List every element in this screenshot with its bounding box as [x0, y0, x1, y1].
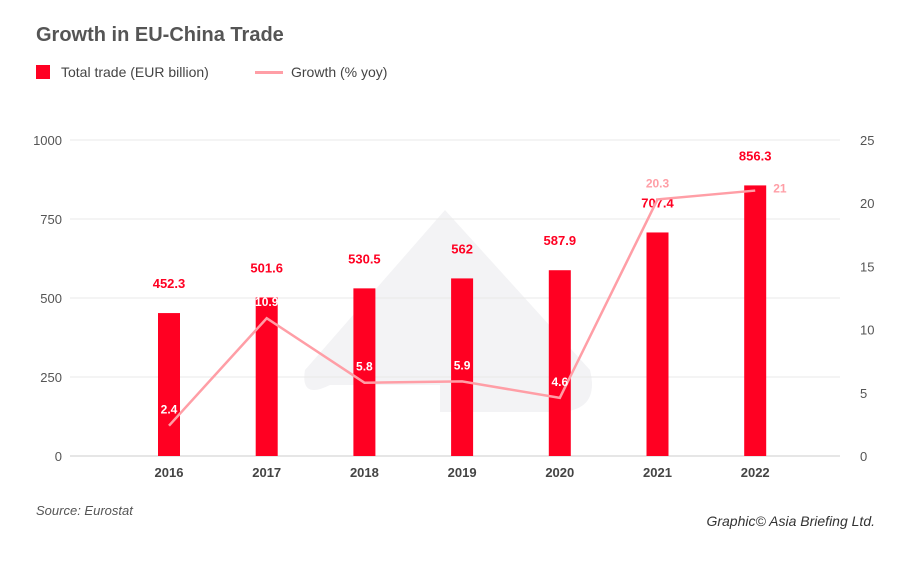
- left-tick-label: 1000: [33, 133, 62, 148]
- legend-swatch-bar: [36, 65, 50, 79]
- line-label: 5.8: [356, 360, 373, 374]
- right-tick-label: 25: [860, 133, 874, 148]
- line-label: 5.9: [454, 358, 471, 372]
- legend-swatch-line: [255, 70, 283, 74]
- bar-label: 587.9: [544, 233, 577, 248]
- right-tick-label: 0: [860, 449, 867, 464]
- bar-label: 452.3: [153, 276, 186, 291]
- x-tick-label: 2019: [448, 465, 477, 480]
- left-tick-label: 500: [40, 291, 62, 306]
- left-tick-label: 250: [40, 370, 62, 385]
- bar-label: 530.5: [348, 251, 381, 266]
- legend-label: Growth (% yoy): [291, 64, 388, 80]
- right-tick-label: 15: [860, 259, 874, 274]
- bar-label: 501.6: [250, 260, 283, 275]
- right-tick-label: 20: [860, 196, 874, 211]
- watermark-logo: [304, 210, 592, 412]
- bar-2022: [744, 185, 767, 457]
- legend-item-growth: Growth (% yoy): [255, 64, 387, 80]
- x-tick-label: 2021: [643, 465, 672, 480]
- legend-label: Total trade (EUR billion): [61, 64, 209, 80]
- bar-label: 856.3: [739, 148, 772, 163]
- left-tick-label: 750: [40, 212, 62, 227]
- line-label: 4.6: [551, 375, 568, 389]
- x-tick-label: 2016: [155, 465, 184, 480]
- bar-2017: [255, 297, 278, 456]
- line-label: 2.4: [161, 403, 178, 417]
- line-label: 20.3: [646, 176, 670, 190]
- chart-title: Growth in EU-China Trade: [36, 24, 284, 46]
- bar-label: 562: [451, 241, 473, 256]
- x-tick-label: 2017: [252, 465, 281, 480]
- bar-2016: [158, 313, 180, 456]
- bar-2018: [353, 288, 376, 456]
- line-label: 21: [773, 182, 787, 196]
- line-label: 10.9: [255, 295, 279, 309]
- source-note: Source: Eurostat: [36, 503, 133, 518]
- credit: Graphic© Asia Briefing Ltd.: [706, 513, 875, 529]
- x-tick-label: 2020: [545, 465, 574, 480]
- legend-item-total-trade: Total trade (EUR billion): [36, 64, 209, 80]
- x-tick-label: 2022: [741, 465, 770, 480]
- growth-line: [168, 189, 756, 427]
- left-tick-label: 0: [55, 449, 62, 464]
- x-tick-label: 2018: [350, 465, 379, 480]
- bar-2019: [451, 278, 474, 456]
- right-tick-label: 5: [860, 386, 867, 401]
- bar-2021: [646, 232, 669, 456]
- bar-2020: [548, 270, 571, 456]
- right-tick-label: 10: [860, 323, 874, 338]
